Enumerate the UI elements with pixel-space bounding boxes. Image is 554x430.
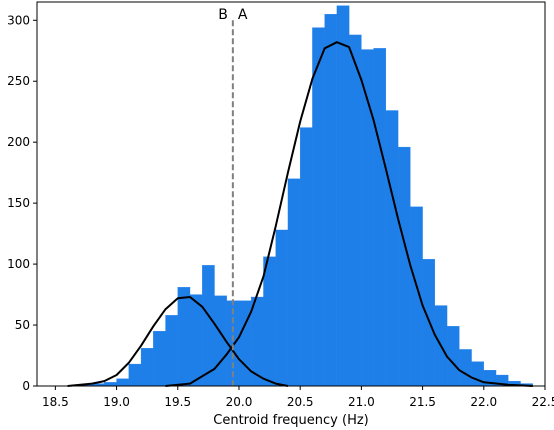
histogram-bar: [459, 349, 472, 387]
histogram-bar: [104, 382, 117, 387]
histogram-bar: [263, 256, 276, 387]
histogram-bar: [177, 287, 191, 387]
x-tick-label: 19.5: [164, 395, 191, 409]
x-tick-label: 19.0: [103, 395, 130, 409]
histogram-bars: [79, 5, 533, 387]
histogram-bar: [140, 348, 154, 387]
x-tick-label: 21.5: [409, 395, 436, 409]
y-tick-label: 300: [7, 13, 30, 27]
histogram-bar: [397, 146, 411, 387]
fit-curve-1: [67, 296, 289, 387]
histogram-bar: [385, 110, 399, 387]
y-tick-label: 100: [7, 257, 30, 271]
histogram-bar: [312, 27, 325, 387]
histogram-bar: [348, 34, 362, 387]
y-tick-label: 200: [7, 135, 30, 149]
histogram-bar: [373, 48, 387, 387]
x-tick-label: 22.5: [532, 395, 554, 409]
histogram-bar: [275, 229, 289, 387]
y-axis-ticks: 0 50 100 150 200 250 300: [7, 13, 37, 393]
x-tick-label: 18.5: [42, 395, 69, 409]
plot-frame: [36, 1, 546, 387]
fit-curve-2: [165, 41, 533, 387]
histogram-bar: [336, 5, 350, 387]
histogram-bar: [202, 265, 215, 387]
x-axis-label: Centroid frequency (Hz): [213, 413, 369, 428]
y-tick-label: 250: [7, 74, 30, 88]
x-tick-label: 20.5: [287, 395, 314, 409]
y-tick-label: 150: [7, 196, 30, 210]
y-tick-label: 0: [22, 379, 30, 393]
histogram-bar: [128, 363, 142, 387]
histogram-bar: [153, 330, 166, 387]
histogram-bar: [165, 315, 178, 387]
fit-curves: [67, 41, 533, 387]
x-axis-ticks: 18.5 19.0 19.5 20.0 20.5 21.0 21.5 22.0 22.5: [42, 386, 554, 409]
histogram-bar: [287, 178, 301, 387]
histogram-bar: [116, 378, 129, 387]
x-tick-label: 22.0: [470, 395, 497, 409]
annotation-label: A: [238, 7, 248, 23]
histogram-bar: [324, 14, 338, 387]
annotation-label: B: [218, 7, 228, 23]
histogram-bar: [446, 326, 460, 387]
histogram-bar: [189, 294, 203, 387]
x-tick-label: 21.0: [348, 395, 375, 409]
x-tick-label: 20.0: [226, 395, 253, 409]
y-tick-label: 50: [15, 318, 30, 332]
histogram-bar: [300, 127, 313, 387]
